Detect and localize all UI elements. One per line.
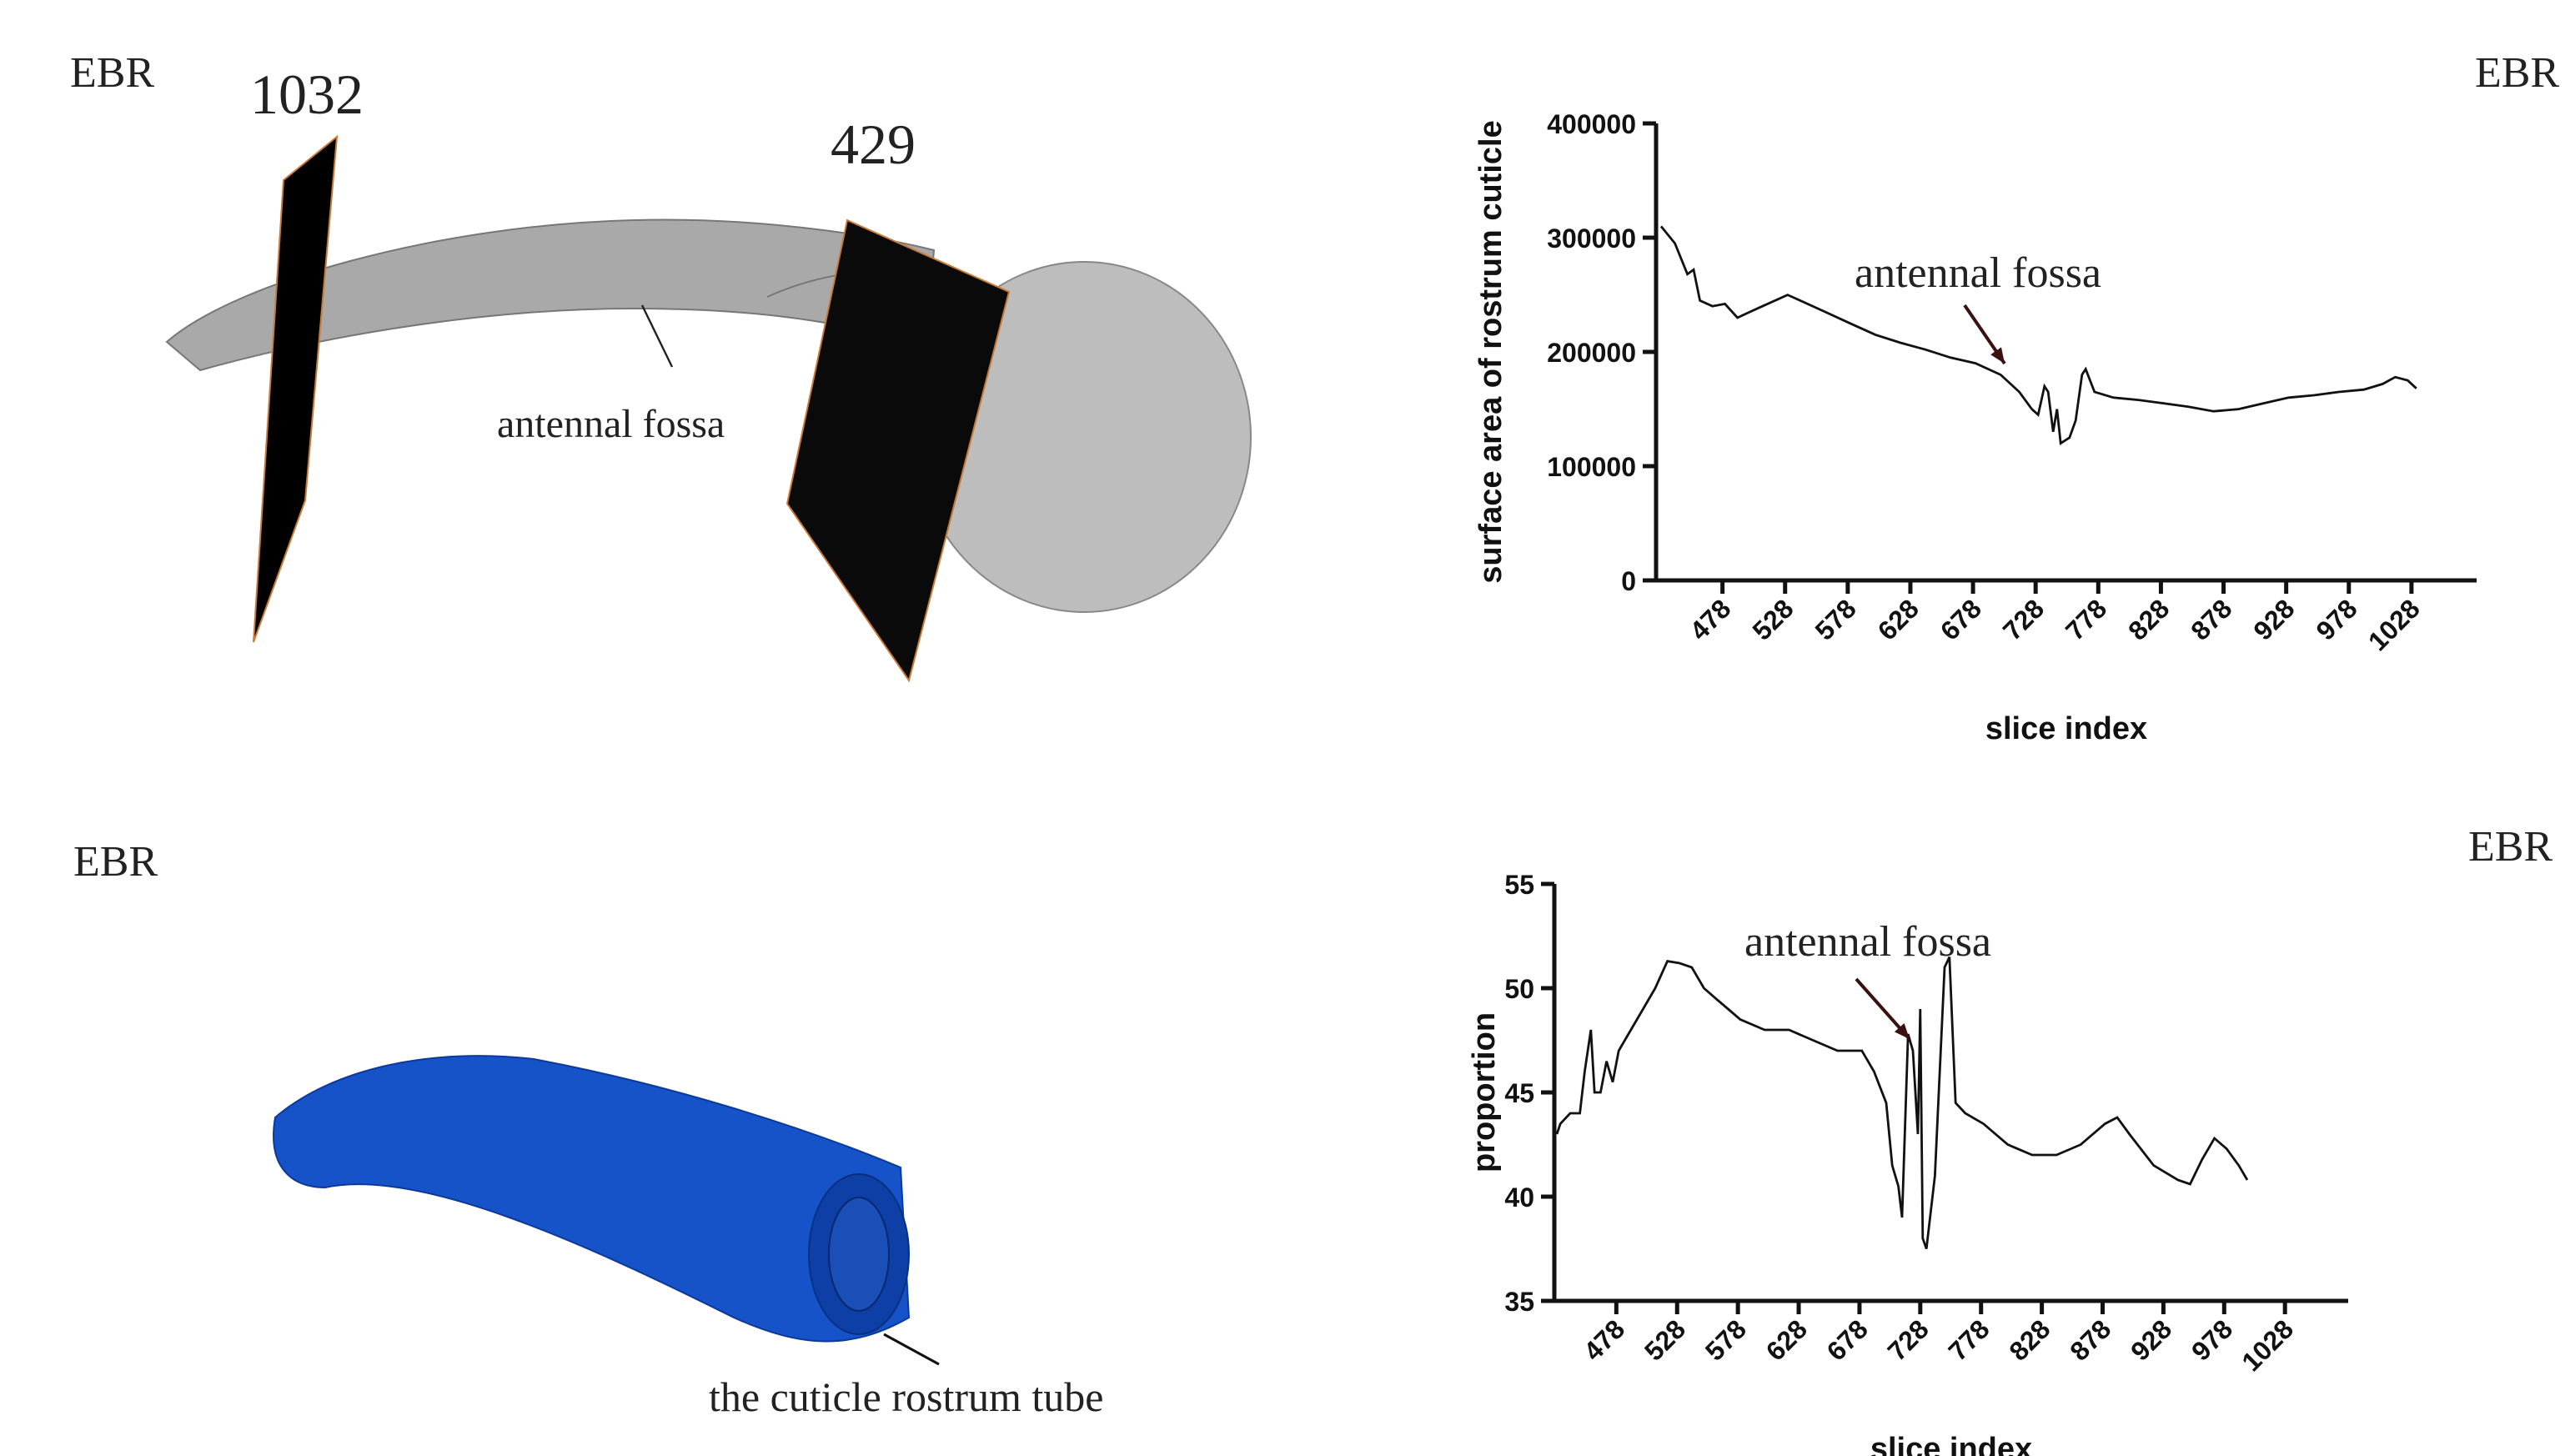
x-tick-label: 678 (1935, 593, 1987, 645)
y-tick-label: 200000 (1547, 338, 1636, 368)
x-tick-label: 1028 (2236, 1313, 2299, 1377)
arrow-head (1894, 1023, 1910, 1039)
x-tick-label: 878 (2064, 1313, 2116, 1366)
y-axis-title: proportion (1467, 1012, 1502, 1172)
data-line (1659, 225, 2417, 446)
x-tick-label: 478 (1578, 1313, 1630, 1366)
x-tick-label: 528 (1746, 593, 1799, 645)
annotation: antennal fossa (497, 402, 725, 446)
panel-label: EBR (73, 838, 158, 886)
x-tick-label: 578 (1810, 593, 1862, 645)
y-tick-label: 0 (1621, 566, 1636, 596)
y-axis-title: surface area of rostrum cuticle (1473, 120, 1508, 583)
x-tick-label: 1028 (2362, 593, 2426, 656)
x-tick-label: 978 (2311, 593, 2363, 645)
x-tick-label: 528 (1639, 1313, 1691, 1366)
y-tick-label: 35 (1504, 1287, 1534, 1317)
x-tick-label: 878 (2185, 593, 2237, 645)
y-tick-label: 55 (1504, 870, 1534, 900)
x-tick-label: 828 (2003, 1313, 2055, 1366)
x-tick-label: 778 (1942, 1313, 1995, 1366)
y-tick-label: 45 (1504, 1078, 1534, 1108)
y-tick-label: 300000 (1547, 223, 1636, 254)
x-tick-label: 728 (1997, 593, 2050, 645)
y-tick-label: 400000 (1547, 109, 1636, 139)
annotation: the cuticle rostrum tube (709, 1373, 1103, 1420)
arrow-head (1990, 347, 2005, 364)
rostrum-render (165, 134, 1252, 683)
panel-label: EBR (70, 49, 154, 97)
x-tick-label: 928 (2247, 593, 2300, 645)
x-tick-label: 778 (2060, 593, 2112, 645)
x-tick-label: 628 (1760, 1313, 1813, 1366)
annotation: antennal fossa (1855, 249, 2101, 297)
x-axis-title: slice index (1870, 1432, 2032, 1456)
plane-label: 429 (831, 113, 916, 176)
plane-label: 1032 (250, 63, 364, 126)
x-tick-label: 978 (2186, 1313, 2238, 1366)
x-tick-label: 678 (1821, 1313, 1874, 1366)
y-tick-label: 40 (1504, 1182, 1534, 1212)
x-tick-label: 728 (1882, 1313, 1935, 1366)
x-tick-label: 478 (1684, 593, 1736, 645)
x-axis-title: slice index (1985, 711, 2147, 746)
tube-render (273, 1055, 940, 1366)
panel-label: EBR (2468, 823, 2552, 871)
data-line (1555, 956, 2249, 1250)
x-tick-label: 578 (1699, 1313, 1752, 1366)
panel-label: EBR (2475, 49, 2559, 97)
y-tick-label: 100000 (1547, 452, 1636, 482)
annotation: antennal fossa (1744, 918, 1991, 966)
x-tick-label: 628 (1872, 593, 1925, 645)
y-tick-label: 50 (1504, 974, 1534, 1004)
x-tick-label: 828 (2122, 593, 2175, 645)
x-tick-label: 928 (2125, 1313, 2177, 1366)
